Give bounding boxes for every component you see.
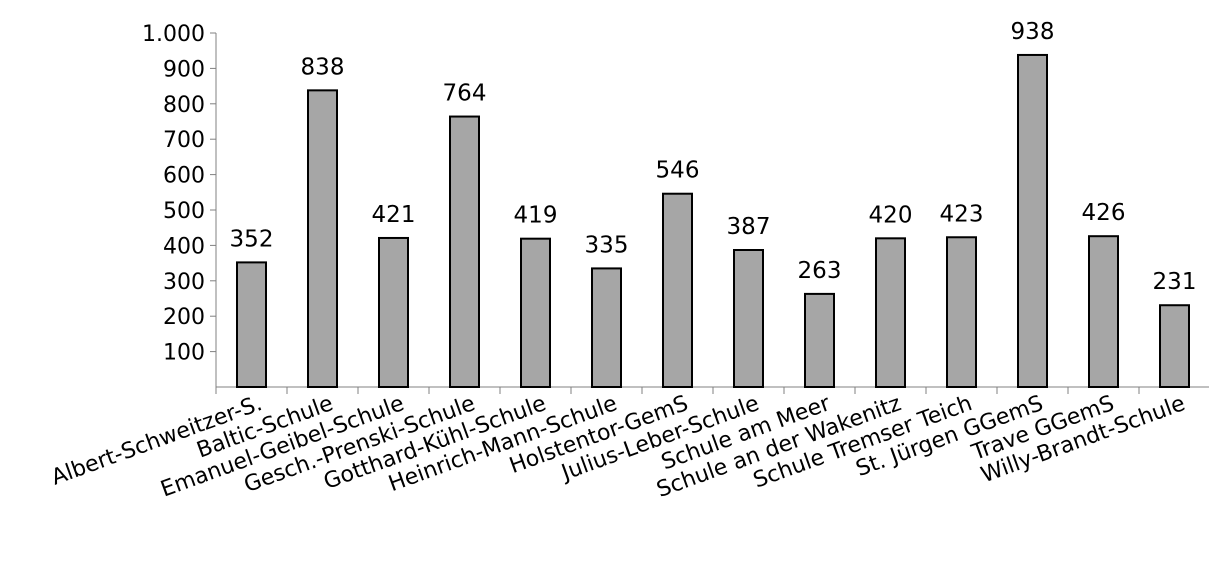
bar-value-label: 546 [656, 158, 700, 184]
bar [1088, 235, 1119, 388]
bar-value-label: 423 [940, 201, 984, 227]
bar [378, 236, 409, 388]
bars-group [236, 53, 1190, 389]
bar-value-label: 387 [727, 214, 771, 240]
bar-value-label: 335 [585, 232, 629, 258]
y-tick-label: 100 [163, 341, 205, 366]
y-tick-label: 400 [163, 234, 205, 259]
bar-value-label: 263 [798, 258, 842, 284]
bar [520, 237, 551, 388]
bar [875, 237, 906, 388]
bar-value-label: 764 [443, 81, 487, 107]
y-tick-label: 1.000 [142, 22, 205, 47]
bar [449, 115, 480, 388]
bar-value-label: 421 [372, 202, 416, 228]
bar-value-label: 838 [301, 54, 345, 80]
value-labels-group: 352 838 421 764 419 335 546 387 263 420 423 938 426 2… [230, 19, 1197, 295]
bar [1017, 53, 1048, 389]
bar [662, 192, 693, 388]
y-tick-label: 300 [163, 270, 205, 295]
bar-value-label: 231 [1153, 269, 1197, 295]
bar [804, 292, 835, 389]
axes-group: 100 200 300 400 500 600 700 800 900 1.000 [142, 22, 1209, 394]
y-tick-label: 700 [163, 128, 205, 153]
bar [1159, 304, 1190, 389]
bar [307, 89, 338, 389]
bar [236, 261, 267, 388]
y-tick-label: 600 [163, 164, 205, 189]
bar-value-label: 420 [869, 202, 913, 228]
bar [946, 236, 977, 388]
y-tick-label: 200 [163, 305, 205, 330]
y-tick-label: 900 [163, 57, 205, 82]
y-tick-label: 800 [163, 93, 205, 118]
y-tick-label: 500 [163, 199, 205, 224]
x-tick-labels-group: Albert-Schweitzer-S.Baltic-SchuleEmanuel… [48, 391, 1188, 503]
bar [733, 249, 764, 388]
bar-value-label: 426 [1082, 200, 1126, 226]
bar-value-label: 352 [230, 226, 274, 252]
bar-value-label: 419 [514, 203, 558, 229]
bar-value-label: 938 [1011, 19, 1055, 45]
bar [591, 267, 622, 388]
